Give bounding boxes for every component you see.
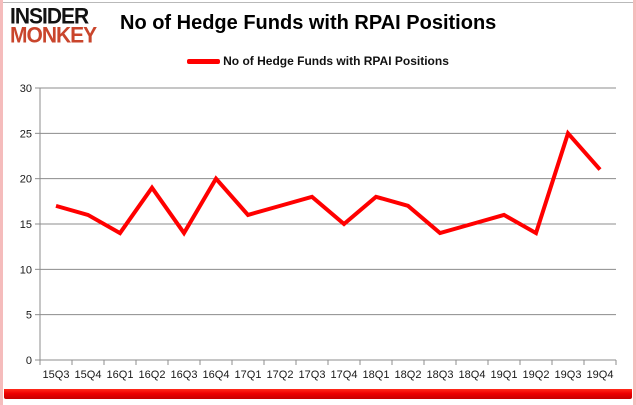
legend-series-label: No of Hedge Funds with RPAI Positions bbox=[223, 54, 449, 68]
x-axis-tick-label: 17Q4 bbox=[331, 369, 358, 381]
y-axis-tick-label: 15 bbox=[20, 219, 32, 231]
x-axis-tick-label: 16Q1 bbox=[107, 369, 134, 381]
bottom-red-bar bbox=[4, 389, 632, 399]
y-axis-tick-label: 20 bbox=[20, 174, 32, 186]
line-chart: 0 5 10 15 20 25 30 15Q3 15Q4 16Q1 16Q2 16Q3 16Q4 17Q1… bbox=[20, 83, 617, 381]
data-line bbox=[55, 129, 602, 237]
top-border-line bbox=[3, 2, 633, 3]
x-axis-tick-label: 17Q2 bbox=[267, 369, 294, 381]
chart-title: No of Hedge Funds with RPAI Positions bbox=[120, 12, 497, 34]
x-axis-tick-label: 18Q1 bbox=[363, 369, 390, 381]
x-axis-tick-label: 18Q4 bbox=[459, 369, 486, 381]
legend: No of Hedge Funds with RPAI Positions bbox=[3, 54, 633, 68]
x-axis-tick-label: 15Q3 bbox=[43, 369, 70, 381]
x-axis-tick-label: 15Q4 bbox=[75, 369, 102, 381]
x-axis-tick-label: 19Q4 bbox=[587, 369, 614, 381]
x-axis-tick-label: 16Q3 bbox=[171, 369, 198, 381]
x-axis-tick-label: 16Q4 bbox=[203, 369, 230, 381]
x-axis-tick-label: 17Q3 bbox=[299, 369, 326, 381]
logo-text-monkey: MONKEY bbox=[10, 23, 97, 48]
y-axis-tick-label: 5 bbox=[26, 310, 32, 322]
y-axis-tick-label: 25 bbox=[20, 128, 32, 140]
y-axis-tick-label: 10 bbox=[20, 264, 32, 276]
x-axis-tick-label: 19Q2 bbox=[523, 369, 550, 381]
y-axis-tick-label: 30 bbox=[20, 83, 32, 95]
x-axis-tick-label: 18Q2 bbox=[395, 369, 422, 381]
x-axis-tick-label: 16Q2 bbox=[139, 369, 166, 381]
legend-line-marker-icon bbox=[187, 58, 221, 64]
x-axis-tick-label: 18Q3 bbox=[427, 369, 454, 381]
x-axis-tick-label: 17Q1 bbox=[235, 369, 262, 381]
x-axis-tick-label: 19Q1 bbox=[491, 369, 518, 381]
insider-monkey-logo: INSIDER MONKEY bbox=[10, 4, 97, 48]
y-axis-tick-label: 0 bbox=[26, 355, 32, 367]
logo-text-insider: INSIDER bbox=[10, 4, 89, 29]
x-axis-tick-label: 19Q3 bbox=[555, 369, 582, 381]
